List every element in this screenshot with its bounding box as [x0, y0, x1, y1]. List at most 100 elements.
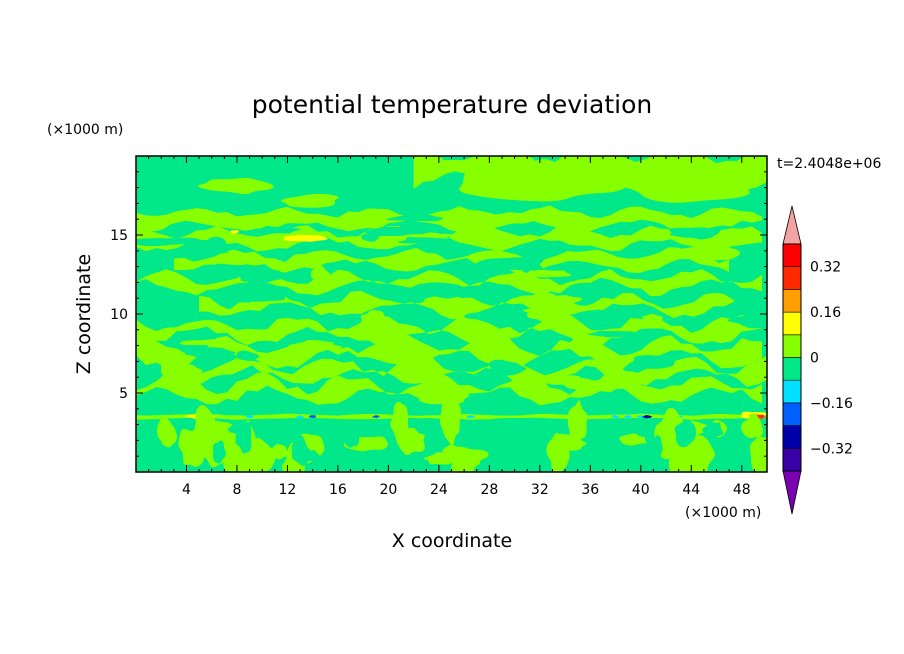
warm-anomaly — [230, 229, 240, 234]
x-tick-label: 40 — [632, 482, 650, 498]
field-cell — [236, 350, 260, 361]
field-cell — [360, 310, 388, 328]
field-cell — [216, 255, 259, 266]
field-cell — [183, 346, 237, 360]
colorbar-segment — [782, 311, 802, 336]
field-cell — [241, 228, 301, 234]
field-cell — [397, 237, 450, 245]
convective-cell — [178, 428, 206, 467]
x-tick-label: 12 — [279, 482, 297, 498]
cold-anomaly — [372, 415, 381, 419]
convective-cell — [749, 436, 767, 472]
field-cell — [641, 313, 663, 323]
convective-cell — [423, 452, 453, 465]
colorbar-segment — [782, 357, 802, 381]
convective-cell — [668, 449, 689, 472]
x-unit-label: (×1000 m) — [685, 505, 761, 521]
colorbar-segment — [782, 289, 802, 313]
colorbar-tick-label: 0.16 — [810, 305, 841, 321]
field-cell — [524, 269, 572, 278]
convective-cell — [220, 435, 266, 472]
time-label: t=2.4048e+06 — [777, 156, 881, 172]
field-cell — [464, 312, 519, 321]
chart-title: potential temperature deviation — [252, 90, 652, 119]
cold-anomaly — [308, 415, 317, 419]
field-cell — [361, 226, 431, 237]
field-region — [197, 178, 275, 195]
colorbar: 0.32 0.16 0 −0.16 −0.32 — [782, 205, 853, 515]
convective-cell — [741, 413, 764, 439]
x-tick-label: 4 — [182, 482, 191, 498]
field-cell — [526, 309, 563, 323]
y-tick-label: 10 — [110, 307, 128, 323]
cold-anomaly — [296, 415, 305, 419]
convective-cell — [442, 444, 470, 459]
field-cell — [545, 295, 583, 306]
field-cell — [288, 341, 344, 351]
y-unit-label: (×1000 m) — [47, 122, 123, 138]
field-cell — [136, 221, 169, 234]
field-band — [136, 205, 762, 234]
field-region — [280, 193, 339, 208]
field-band — [173, 247, 730, 274]
warm-anomaly — [283, 234, 328, 242]
convective-cell — [364, 452, 380, 463]
plot-area — [136, 156, 767, 472]
colorbar-extend-high — [782, 205, 802, 245]
x-tick-label: 44 — [682, 482, 700, 498]
convective-cell — [619, 433, 647, 446]
colorbar-tick-label: 0.32 — [810, 260, 841, 276]
field-region — [615, 167, 757, 203]
x-tick-label: 24 — [430, 482, 448, 498]
colorbar-segment — [782, 425, 802, 449]
convective-cell — [567, 400, 588, 448]
field-cell — [311, 266, 331, 281]
y-axis-ticks: 5 10 15 — [110, 171, 767, 457]
field-cell — [587, 330, 640, 338]
convective-cell — [157, 416, 173, 445]
field-cell — [530, 374, 595, 385]
convective-cell — [721, 452, 743, 472]
x-tick-label: 20 — [379, 482, 397, 498]
convective-cell — [702, 421, 724, 437]
field-cell — [136, 237, 200, 247]
field-cell — [179, 339, 241, 346]
cold-anomaly — [642, 415, 653, 419]
field-cell — [452, 385, 469, 402]
colorbar-tick-label: −0.16 — [810, 396, 853, 412]
convective-cell — [553, 435, 589, 451]
field-cell — [473, 257, 544, 271]
field-band — [136, 269, 762, 297]
field-region — [459, 164, 631, 202]
field-cell — [421, 297, 460, 310]
convective-cell — [390, 401, 409, 446]
y-tick-label: 15 — [110, 228, 128, 244]
field-cell — [668, 227, 720, 238]
convective-cell — [730, 439, 751, 457]
field-cell — [385, 214, 444, 222]
field-cell — [727, 314, 767, 329]
x-tick-label: 8 — [232, 482, 241, 498]
field-cell — [163, 363, 205, 380]
colorbar-tick-label: 0 — [810, 351, 819, 367]
convective-cell — [344, 431, 360, 448]
x-axis-label: X coordinate — [392, 530, 512, 552]
field-cell — [236, 269, 290, 283]
convective-cell — [212, 440, 227, 464]
colorbar-segment — [782, 379, 802, 404]
convective-cell — [674, 419, 697, 448]
field-cell — [480, 212, 548, 224]
convective-cell — [440, 398, 462, 446]
convective-cell — [377, 449, 388, 469]
x-tick-label: 36 — [581, 482, 599, 498]
x-tick-label: 48 — [733, 482, 751, 498]
convective-cell — [194, 405, 216, 437]
x-tick-label: 28 — [480, 482, 498, 498]
y-axis-label: Z coordinate — [73, 254, 95, 374]
colorbar-segment — [782, 334, 802, 358]
field-cell — [196, 236, 230, 256]
colorbar-frame — [782, 243, 802, 472]
colorbar-segment — [782, 447, 802, 472]
x-tick-label: 32 — [531, 482, 549, 498]
